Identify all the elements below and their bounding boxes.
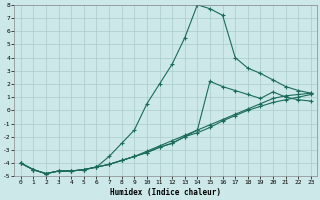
X-axis label: Humidex (Indice chaleur): Humidex (Indice chaleur) xyxy=(110,188,221,197)
